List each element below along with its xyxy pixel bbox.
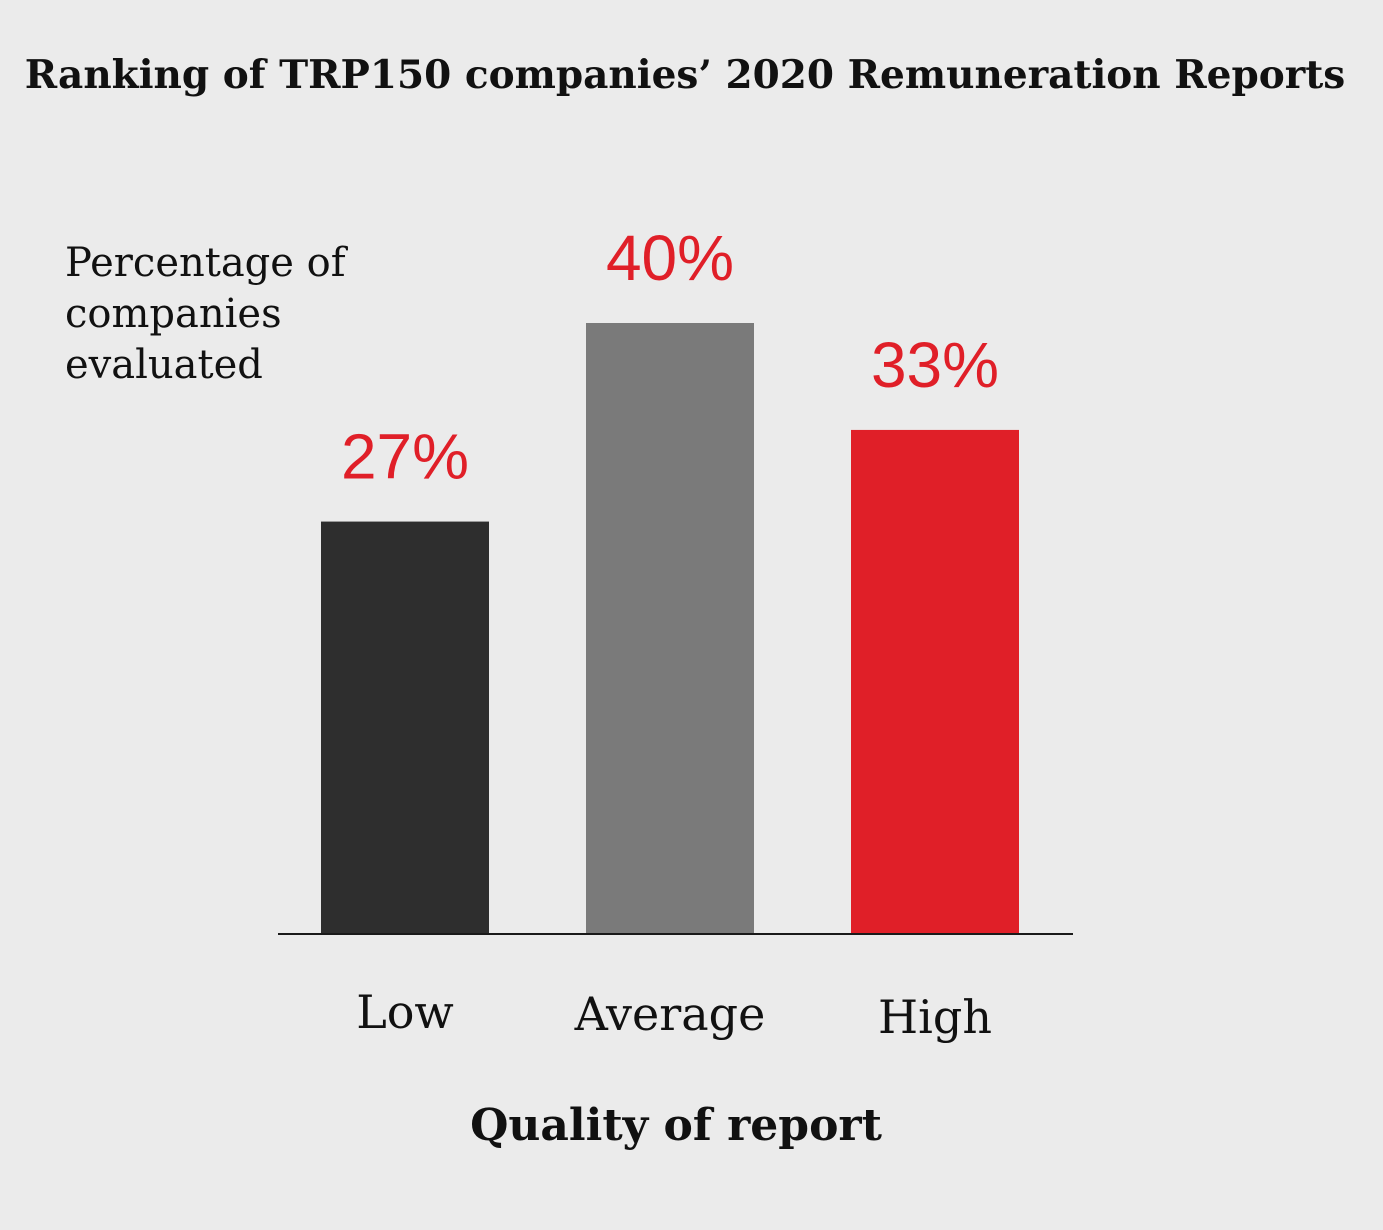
tick-labels-group: Low Average High bbox=[356, 985, 992, 1044]
value-labels-group: 27% 40% 33% bbox=[341, 222, 999, 493]
value-label-low: 27% bbox=[341, 421, 469, 493]
y-axis-label: Percentage of companies evaluated bbox=[65, 238, 346, 391]
tick-label-low: Low bbox=[356, 985, 454, 1039]
bar-average bbox=[586, 323, 754, 934]
bar-low bbox=[321, 521, 489, 934]
value-label-high: 33% bbox=[871, 329, 999, 401]
value-label-average: 40% bbox=[606, 222, 734, 294]
tick-label-high: High bbox=[878, 990, 992, 1044]
bars-group bbox=[321, 323, 1019, 934]
y-axis-label-line-2: companies bbox=[65, 291, 282, 337]
x-axis-label: Quality of report bbox=[470, 1100, 882, 1151]
chart-title: Ranking of TRP150 companies’ 2020 Remune… bbox=[24, 52, 1346, 98]
bar-high bbox=[851, 429, 1019, 934]
y-axis-label-line-1: Percentage of bbox=[65, 240, 346, 286]
tick-label-average: Average bbox=[574, 987, 766, 1041]
y-axis-label-line-3: evaluated bbox=[65, 342, 263, 388]
